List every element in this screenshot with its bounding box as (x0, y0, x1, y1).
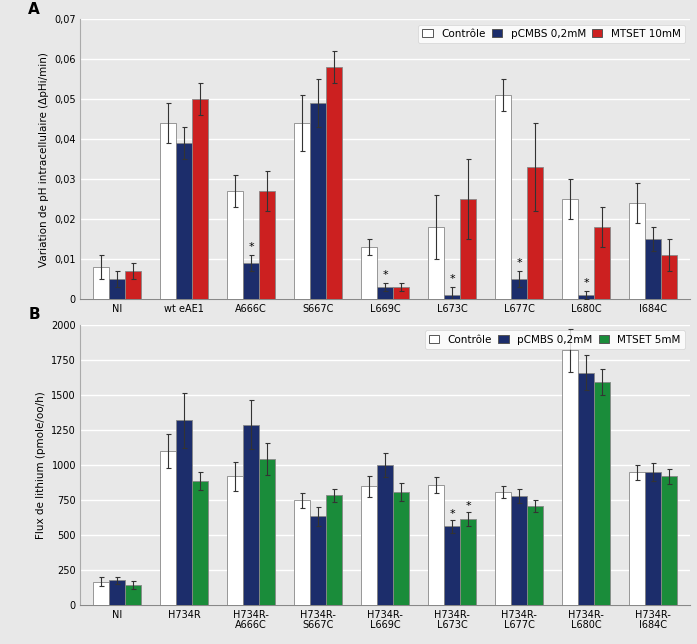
Legend: Contrôle, pCMBS 0,2mM, MTSET 5mM: Contrôle, pCMBS 0,2mM, MTSET 5mM (424, 330, 685, 349)
Bar (310, 516, 326, 605)
Bar (511, 496, 527, 605)
Bar (444, 526, 460, 605)
Text: *: * (516, 258, 522, 269)
Bar (578, 296, 594, 299)
Bar (243, 424, 259, 605)
Bar (93, 267, 109, 299)
Bar (294, 124, 310, 299)
Bar (361, 247, 377, 299)
Bar (527, 167, 543, 299)
Text: A: A (29, 1, 40, 17)
Bar (377, 287, 393, 299)
Bar (243, 263, 259, 299)
Bar (377, 465, 393, 605)
Legend: Contrôle, pCMBS 0,2mM, MTSET 10mM: Contrôle, pCMBS 0,2mM, MTSET 10mM (418, 24, 685, 43)
Text: *: * (466, 502, 471, 511)
Bar (125, 585, 141, 605)
Bar (460, 519, 476, 605)
Bar (109, 580, 125, 605)
Bar (125, 272, 141, 299)
Bar (562, 350, 578, 605)
Bar (361, 486, 377, 605)
Text: *: * (248, 242, 254, 252)
Bar (192, 480, 208, 605)
Bar (495, 95, 511, 299)
Bar (259, 191, 275, 299)
Bar (495, 492, 511, 605)
Bar (160, 451, 176, 605)
Bar (310, 104, 326, 299)
Bar (176, 144, 192, 299)
Bar (294, 500, 310, 605)
Bar (562, 200, 578, 299)
Bar (428, 485, 444, 605)
Bar (661, 477, 677, 605)
Bar (661, 256, 677, 299)
Y-axis label: Variation de pH intracellulaire (ΔpHi/min): Variation de pH intracellulaire (ΔpHi/mi… (39, 52, 49, 267)
Text: B: B (29, 307, 40, 323)
Bar (393, 492, 409, 605)
Bar (393, 287, 409, 299)
Bar (428, 227, 444, 299)
Y-axis label: Flux de lithium (pmole/oo/h): Flux de lithium (pmole/oo/h) (36, 392, 46, 539)
Bar (259, 459, 275, 605)
Bar (326, 495, 342, 605)
Text: *: * (583, 278, 589, 289)
Bar (227, 477, 243, 605)
Text: *: * (382, 270, 388, 280)
Bar (645, 240, 661, 299)
Bar (629, 204, 645, 299)
Bar (594, 382, 611, 605)
Bar (192, 99, 208, 299)
Bar (176, 421, 192, 605)
Bar (109, 279, 125, 299)
Bar (160, 124, 176, 299)
Bar (444, 296, 460, 299)
Bar (527, 506, 543, 605)
Text: *: * (450, 274, 455, 284)
Bar (227, 191, 243, 299)
Bar (460, 200, 476, 299)
Text: *: * (450, 509, 455, 519)
Bar (645, 472, 661, 605)
Bar (93, 582, 109, 605)
Bar (578, 373, 594, 605)
Bar (629, 472, 645, 605)
Bar (511, 279, 527, 299)
Bar (326, 68, 342, 299)
Bar (594, 227, 611, 299)
